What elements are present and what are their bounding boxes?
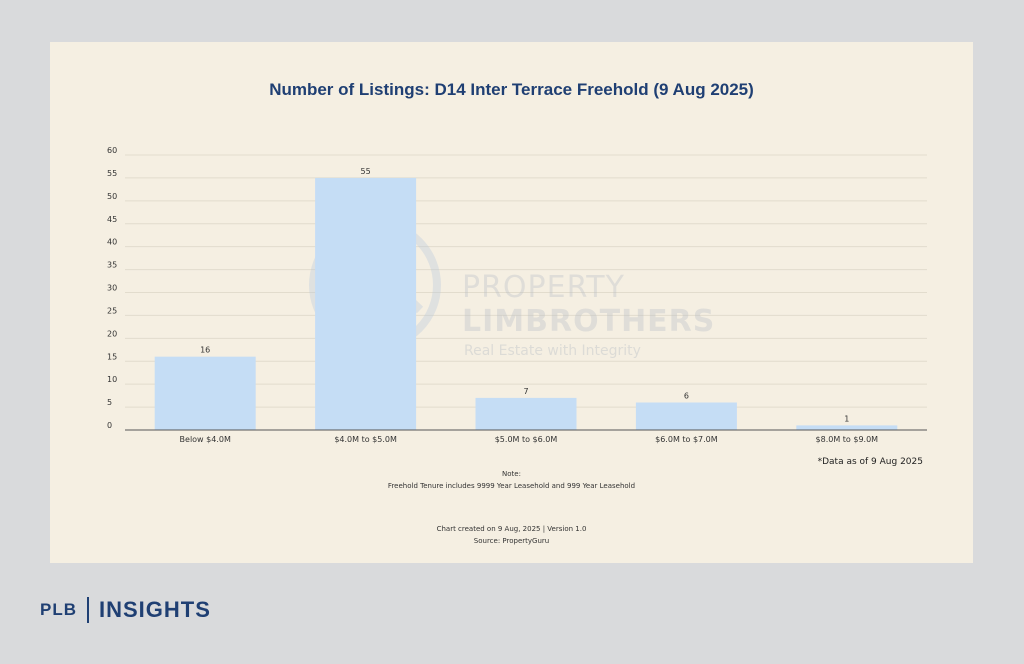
brand-divider [87, 597, 89, 623]
bar [796, 425, 898, 430]
y-tick-label: 40 [107, 238, 117, 247]
y-tick-label: 0 [107, 421, 112, 430]
x-category-label: $8.0M to $9.0M [816, 435, 879, 444]
x-category-label: $5.0M to $6.0M [495, 435, 558, 444]
bar [635, 402, 737, 430]
source-text: Source: PropertyGuru [473, 537, 550, 545]
x-axis-categories: Below $4.0M $4.0M to $5.0M $5.0M to $6.0M $… [180, 435, 879, 444]
y-tick-label: 20 [107, 329, 117, 338]
bar-data-label: 16 [200, 346, 210, 355]
bar-data-label: 6 [684, 392, 689, 401]
watermark-line3: Real Estate with Integrity [464, 343, 641, 359]
bar [475, 397, 577, 430]
data-as-of: *Data as of 9 Aug 2025 [817, 457, 923, 467]
gridlines [125, 154, 927, 431]
y-tick-label: 15 [107, 352, 117, 361]
credits-block: Chart created on 9 Aug, 2025 | Version 1… [50, 523, 973, 547]
watermark-line1: PROPERTY [462, 270, 625, 305]
y-tick-label: 30 [107, 284, 117, 293]
x-category-label: Below $4.0M [180, 435, 231, 444]
bar-data-label: 55 [361, 167, 371, 176]
y-tick-label: 25 [107, 306, 117, 315]
y-tick-label: 35 [107, 261, 117, 270]
y-tick-label: 5 [107, 398, 112, 407]
y-tick-label: 10 [107, 375, 117, 384]
bar [154, 356, 256, 430]
bar-chart: PROPERTY LIMBROTHERS Real Estate with In… [107, 146, 927, 444]
chart-title: Number of Listings: D14 Inter Terrace Fr… [269, 80, 754, 99]
created-text: Chart created on 9 Aug, 2025 | Version 1… [436, 525, 587, 533]
x-category-label: $4.0M to $5.0M [334, 435, 397, 444]
bar-data-label: 7 [523, 387, 528, 396]
brand-plb: PLB [40, 600, 77, 619]
x-category-label: $6.0M to $7.0M [655, 435, 718, 444]
note-block: Note: Freehold Tenure includes 9999 Year… [50, 468, 973, 492]
y-tick-label: 55 [107, 169, 117, 178]
bars: 16 55 7 6 1 [154, 167, 898, 430]
y-tick-label: 50 [107, 192, 117, 201]
chart-card: PROPERTY LIMBROTHERS Real Estate with In… [50, 42, 973, 563]
brand-footer: PLB INSIGHTS [40, 597, 211, 623]
bar-data-label: 1 [844, 414, 849, 423]
bar [315, 177, 417, 430]
note-title: Note: [502, 470, 521, 478]
y-tick-label: 45 [107, 215, 117, 224]
note-text: Freehold Tenure includes 9999 Year Lease… [387, 482, 636, 490]
brand-insights: INSIGHTS [99, 597, 211, 622]
watermark-line2: LIMBROTHERS [462, 304, 715, 339]
y-axis-ticks: 0 5 10 15 20 25 30 35 40 45 50 55 60 [107, 146, 117, 430]
y-tick-label: 60 [107, 146, 117, 155]
